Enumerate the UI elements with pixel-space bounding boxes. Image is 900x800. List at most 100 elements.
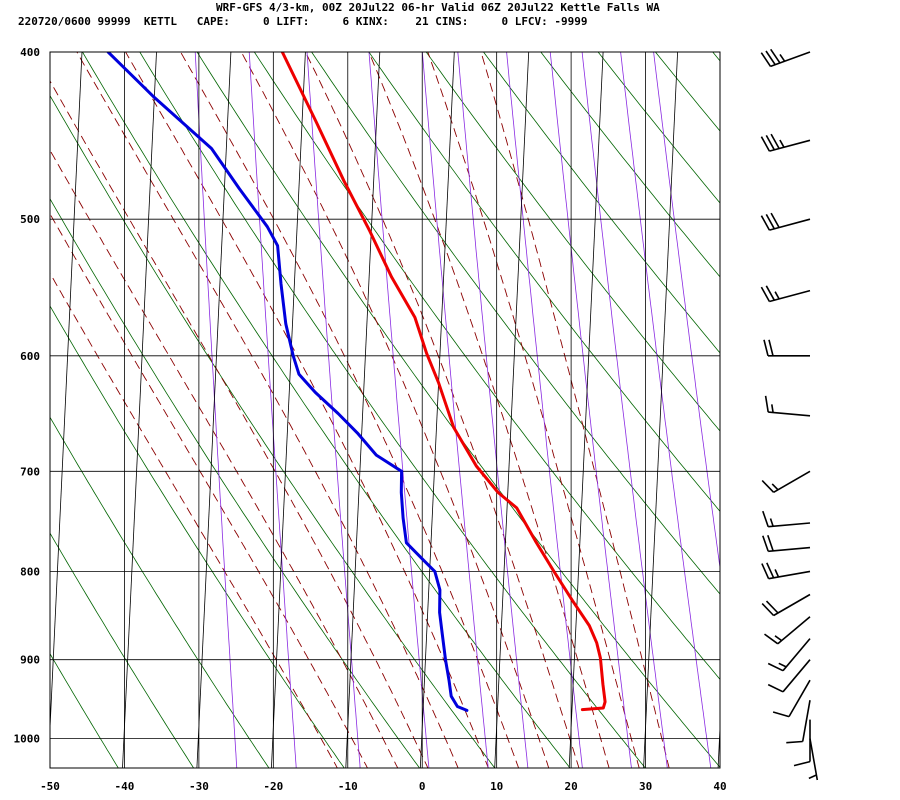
- wind-barb-feather: [808, 774, 817, 780]
- mixing-ratio-line: [620, 52, 712, 768]
- dry-adiabat-line: [50, 416, 270, 768]
- pressure-tick-label: 600: [20, 350, 40, 363]
- isotherm-line: [122, 52, 157, 768]
- moist-adiabat-line: [179, 52, 520, 768]
- dry-adiabat-line: [794, 14, 900, 783]
- wind-barb-feather: [764, 395, 769, 413]
- isotherm-line: [419, 52, 455, 768]
- wind-barb-staff: [769, 218, 811, 231]
- dew-point-trace: [106, 52, 469, 712]
- wind-barb-staff: [782, 638, 811, 672]
- mixing-ratio-line: [421, 52, 489, 768]
- moist-adiabat-line: [50, 80, 429, 768]
- dry-adiabat-line: [654, 52, 720, 132]
- dry-adiabat-line: [597, 52, 720, 204]
- dry-adiabat-line: [50, 653, 119, 768]
- moist-adiabat-line: [480, 52, 670, 768]
- wind-barb-feather: [762, 535, 769, 552]
- dry-adiabat-line: [50, 94, 496, 768]
- wind-barb: [762, 534, 811, 553]
- plot-frame: [49, 51, 721, 769]
- temperature-tick-label: 30: [639, 780, 652, 793]
- dry-adiabat-line: [712, 52, 720, 62]
- temperature-tick-label: 0: [419, 780, 426, 793]
- isotherm-line: [196, 52, 232, 768]
- isotherm-line: [345, 52, 381, 768]
- temperature-axis-labels: -50 -40 -30 -20 -10 0 10 20 30 40: [40, 780, 727, 793]
- dry-adiabat-line: [368, 52, 720, 512]
- wind-barb-staff: [769, 289, 811, 303]
- pressure-tick-label: 900: [20, 654, 40, 667]
- mixing-ratio-line: [506, 52, 583, 768]
- isotherm-line: [494, 52, 530, 768]
- wind-barb-staff: [801, 700, 811, 742]
- wind-barb-feather: [767, 662, 784, 672]
- isotherm-line: [643, 52, 678, 768]
- moist-adiabat-line: [50, 272, 338, 768]
- wind-barb-feather: [770, 133, 780, 149]
- wind-barb: [767, 659, 811, 693]
- temperature-tick-label: 10: [490, 780, 503, 793]
- isotherm-line: [50, 52, 83, 737]
- wind-barb-feather: [760, 215, 771, 231]
- wind-barb: [761, 562, 811, 580]
- wind-barb: [764, 616, 811, 645]
- wind-barb-staff: [770, 51, 811, 68]
- wind-barb: [808, 738, 819, 781]
- wind-barb-feather: [763, 339, 769, 356]
- moist-adiabat-line: [240, 52, 550, 768]
- moist-adiabat-line: [125, 52, 489, 768]
- wind-barb-staff: [788, 679, 811, 717]
- isotherm-line: [568, 52, 604, 768]
- mixing-ratio-line: [457, 52, 529, 768]
- dry-adiabat-line: [196, 52, 720, 768]
- wind-barb-staff: [768, 570, 811, 580]
- sounding-traces: [106, 52, 607, 712]
- dry-adiabat-line: [0, 14, 51, 783]
- wind-barb-feather: [765, 285, 775, 301]
- dry-adiabat-line: [50, 305, 345, 768]
- wind-barb-feather: [770, 212, 780, 228]
- isotherm-line: [0, 52, 8, 768]
- wind-barb-feather: [772, 711, 790, 718]
- wind-barb-staff: [782, 659, 811, 693]
- sounding-header: WRF-GFS 4/3-km, 00Z 20Jul22 06-hr Valid …: [0, 0, 900, 32]
- wind-barb-feather: [762, 510, 769, 527]
- wind-barb-staff: [768, 546, 811, 553]
- dry-adiabat-line: [540, 52, 720, 278]
- wind-barb: [760, 285, 811, 303]
- pressure-tick-label: 700: [20, 465, 40, 478]
- temperature-tick-label: -10: [338, 780, 358, 793]
- sounding-stability-indices: 220720/0600 99999 KETTL CAPE: 0 LIFT: 6 …: [18, 15, 588, 28]
- temperature-tick-label: -30: [189, 780, 209, 793]
- wind-barb: [767, 638, 811, 672]
- wind-barb-feather: [771, 404, 774, 413]
- wind-barb-staff: [773, 470, 811, 493]
- wind-barb-feather: [769, 518, 774, 527]
- wind-barb-feather: [778, 662, 787, 668]
- wind-barb-feather: [765, 50, 776, 66]
- wind-barb-feather: [766, 562, 775, 579]
- dry-adiabat-line: [253, 52, 720, 680]
- wind-barb-feather: [793, 760, 811, 767]
- wind-barb-column: [760, 48, 819, 781]
- wind-barb-feather: [761, 563, 770, 580]
- sounding-title: WRF-GFS 4/3-km, 00Z 20Jul22 06-hr Valid …: [216, 1, 660, 14]
- dry-adiabat-line: [425, 52, 720, 432]
- wind-barb-feather: [765, 214, 775, 230]
- wind-barb: [762, 510, 811, 528]
- wind-barb-feather: [774, 635, 783, 642]
- wind-barb-staff: [777, 616, 811, 645]
- dry-adiabat-line: [483, 52, 720, 354]
- wind-barb: [761, 593, 811, 617]
- temperature-tick-label: 40: [713, 780, 726, 793]
- moist-adiabat-line: [427, 52, 640, 768]
- wind-barb: [761, 470, 811, 493]
- grid: [49, 51, 721, 768]
- dry-adiabat-line: [738, 14, 900, 783]
- wind-barb-staff: [769, 139, 811, 152]
- wind-barb-feather: [765, 135, 775, 151]
- wind-barb-feather: [771, 483, 779, 491]
- wind-barb: [763, 339, 810, 357]
